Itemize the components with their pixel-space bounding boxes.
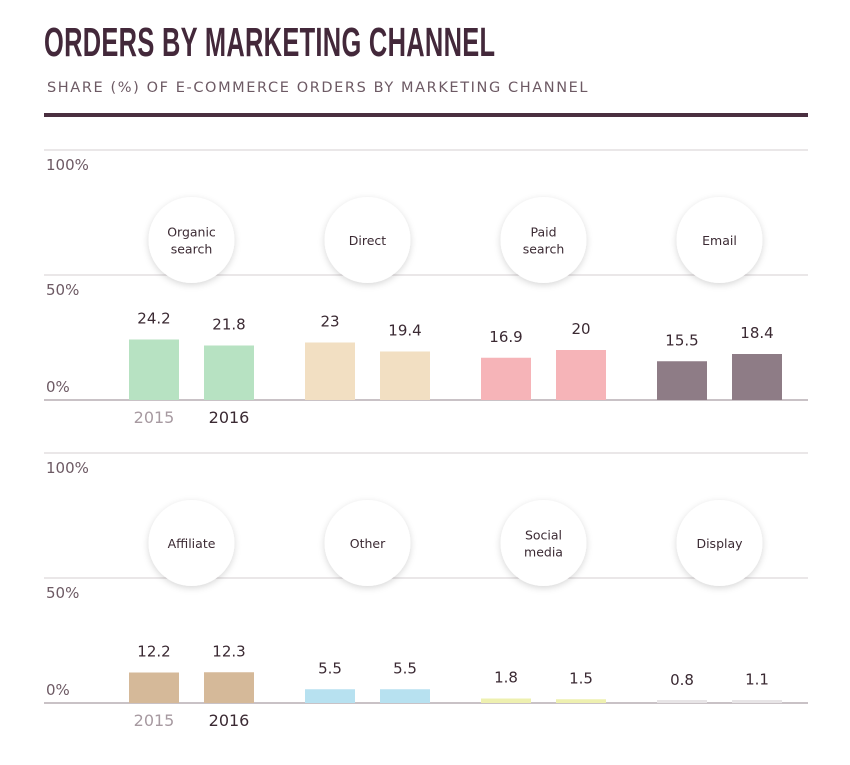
bar-value-label: 21.8: [212, 316, 245, 334]
category-group: Display 0.8 1.1: [657, 500, 782, 703]
bar: [481, 357, 531, 400]
category-bubble: [324, 500, 411, 586]
bar-value-label: 0.8: [670, 671, 694, 689]
bar-value-label: 5.5: [393, 659, 417, 677]
bar: [732, 700, 782, 703]
bar: [481, 698, 531, 703]
bar-value-label: 1.5: [569, 669, 593, 687]
bar-value-label: 16.9: [489, 328, 522, 346]
year-label-2015: 2015: [134, 711, 175, 730]
category-label: Affiliate: [168, 536, 216, 551]
y-tick-label: 100%: [46, 156, 89, 174]
chart-panel-2: 0% 50% 100% Affiliate 12.2 12.3 Other 5.5 5.5 Soc…: [44, 452, 808, 730]
bar: [556, 699, 606, 703]
bar: [204, 345, 254, 400]
year-label-2016: 2016: [209, 408, 250, 427]
bar-value-label: 19.4: [388, 322, 421, 340]
category-bubble: [148, 197, 235, 283]
bar: [380, 351, 430, 400]
bar: [380, 689, 430, 703]
year-label-2016: 2016: [209, 711, 250, 730]
category-label: Email: [702, 233, 737, 248]
bar-value-label: 18.4: [740, 324, 773, 342]
category-bubble: [676, 197, 763, 283]
category-label: Display: [696, 536, 743, 551]
bar-value-label: 24.2: [137, 310, 170, 328]
title-divider: [44, 113, 808, 117]
y-tick-label: 0%: [46, 378, 70, 396]
category-bubble: [676, 500, 763, 586]
bar: [657, 361, 707, 400]
chart-title: ORDERS BY MARKETING CHANNEL: [44, 19, 496, 65]
y-tick-label: 50%: [46, 281, 79, 299]
category-label: Other: [350, 536, 386, 551]
bar-value-label: 12.2: [137, 643, 170, 661]
y-tick-label: 0%: [46, 681, 70, 699]
bar: [305, 689, 355, 703]
category-group: Organic search 24.2 21.8: [129, 197, 254, 400]
bar-value-label: 15.5: [665, 331, 698, 349]
y-tick-label: 50%: [46, 584, 79, 602]
category-bubble: [500, 500, 587, 586]
category-group: Email 15.5 18.4: [657, 197, 782, 400]
category-label: Paid search: [523, 225, 565, 257]
bar: [657, 700, 707, 703]
bar-value-label: 20: [571, 320, 590, 338]
category-label: Organic search: [167, 225, 216, 257]
bar-value-label: 1.8: [494, 669, 518, 687]
bar: [556, 350, 606, 400]
category-label: Social media: [524, 528, 563, 560]
bar: [305, 342, 355, 400]
bar-value-label: 12.3: [212, 642, 245, 660]
category-label: Direct: [349, 233, 387, 248]
category-group: Paid search 16.9 20: [481, 197, 606, 400]
chart-subtitle: SHARE (%) OF E-COMMERCE ORDERS BY MARKET…: [47, 80, 590, 96]
category-group: Direct 23 19.4: [305, 197, 430, 400]
y-tick-label: 100%: [46, 459, 89, 477]
bar: [129, 339, 179, 400]
category-bubble: [324, 197, 411, 283]
year-label-2015: 2015: [134, 408, 175, 427]
bar: [204, 672, 254, 703]
bar-value-label: 1.1: [745, 670, 769, 688]
bar: [129, 672, 179, 703]
bar-value-label: 23: [320, 313, 339, 331]
category-group: Social media 1.8 1.5: [481, 500, 606, 703]
bar-value-label: 5.5: [318, 659, 342, 677]
category-bubble: [148, 500, 235, 586]
chart-panel-1: 0% 50% 100% Organic search 24.2 21.8 Direct 23 19…: [44, 149, 808, 427]
category-group: Other 5.5 5.5: [305, 500, 430, 703]
category-bubble: [500, 197, 587, 283]
category-group: Affiliate 12.2 12.3: [129, 500, 254, 703]
bar: [732, 354, 782, 400]
